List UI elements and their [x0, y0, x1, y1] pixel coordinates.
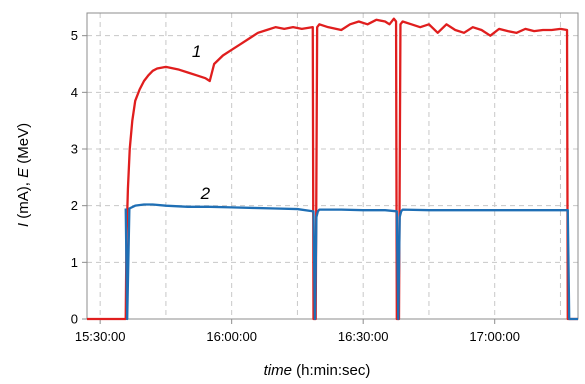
curve-labels: 12 [192, 42, 211, 203]
x-tick-label: 15:30:00 [75, 329, 126, 344]
series-2-line [124, 203, 578, 321]
plot-frame [86, 12, 579, 320]
series-lines [87, 17, 578, 321]
grid [87, 13, 578, 319]
x-tick-label: 16:00:00 [206, 329, 257, 344]
x-axis-title-rest: (h:min:sec) [292, 362, 370, 379]
y-axis-title: I (mA), E (MeV) [15, 123, 32, 227]
series-2-label: 2 [200, 184, 211, 203]
y-tick-labels: 0 1 2 3 4 5 [71, 28, 78, 326]
y-tick-label: 1 [71, 255, 78, 270]
y-axis-title-part: (MeV) [15, 123, 32, 168]
x-tick-label: 16:30:00 [338, 329, 389, 344]
y-axis-title-part: E [15, 167, 32, 178]
x-tick-labels: 15:30:00 16:00:00 16:30:00 17:00:00 [75, 329, 520, 344]
y-tick-label: 0 [71, 312, 78, 327]
y-axis-title-part: I [15, 223, 32, 227]
y-axis-title-part: (mA), [15, 178, 32, 223]
series-1-label: 1 [192, 42, 201, 61]
y-tick-label: 2 [71, 198, 78, 213]
y-tick-label: 5 [71, 28, 78, 43]
x-axis-title-italic: time [264, 362, 292, 379]
x-axis-title: time (h:min:sec) [264, 362, 371, 379]
axes [82, 12, 579, 324]
y-tick-label: 4 [71, 85, 78, 100]
x-tick-label: 17:00:00 [469, 329, 520, 344]
series-1-line [87, 17, 578, 321]
y-tick-label: 3 [71, 142, 78, 157]
